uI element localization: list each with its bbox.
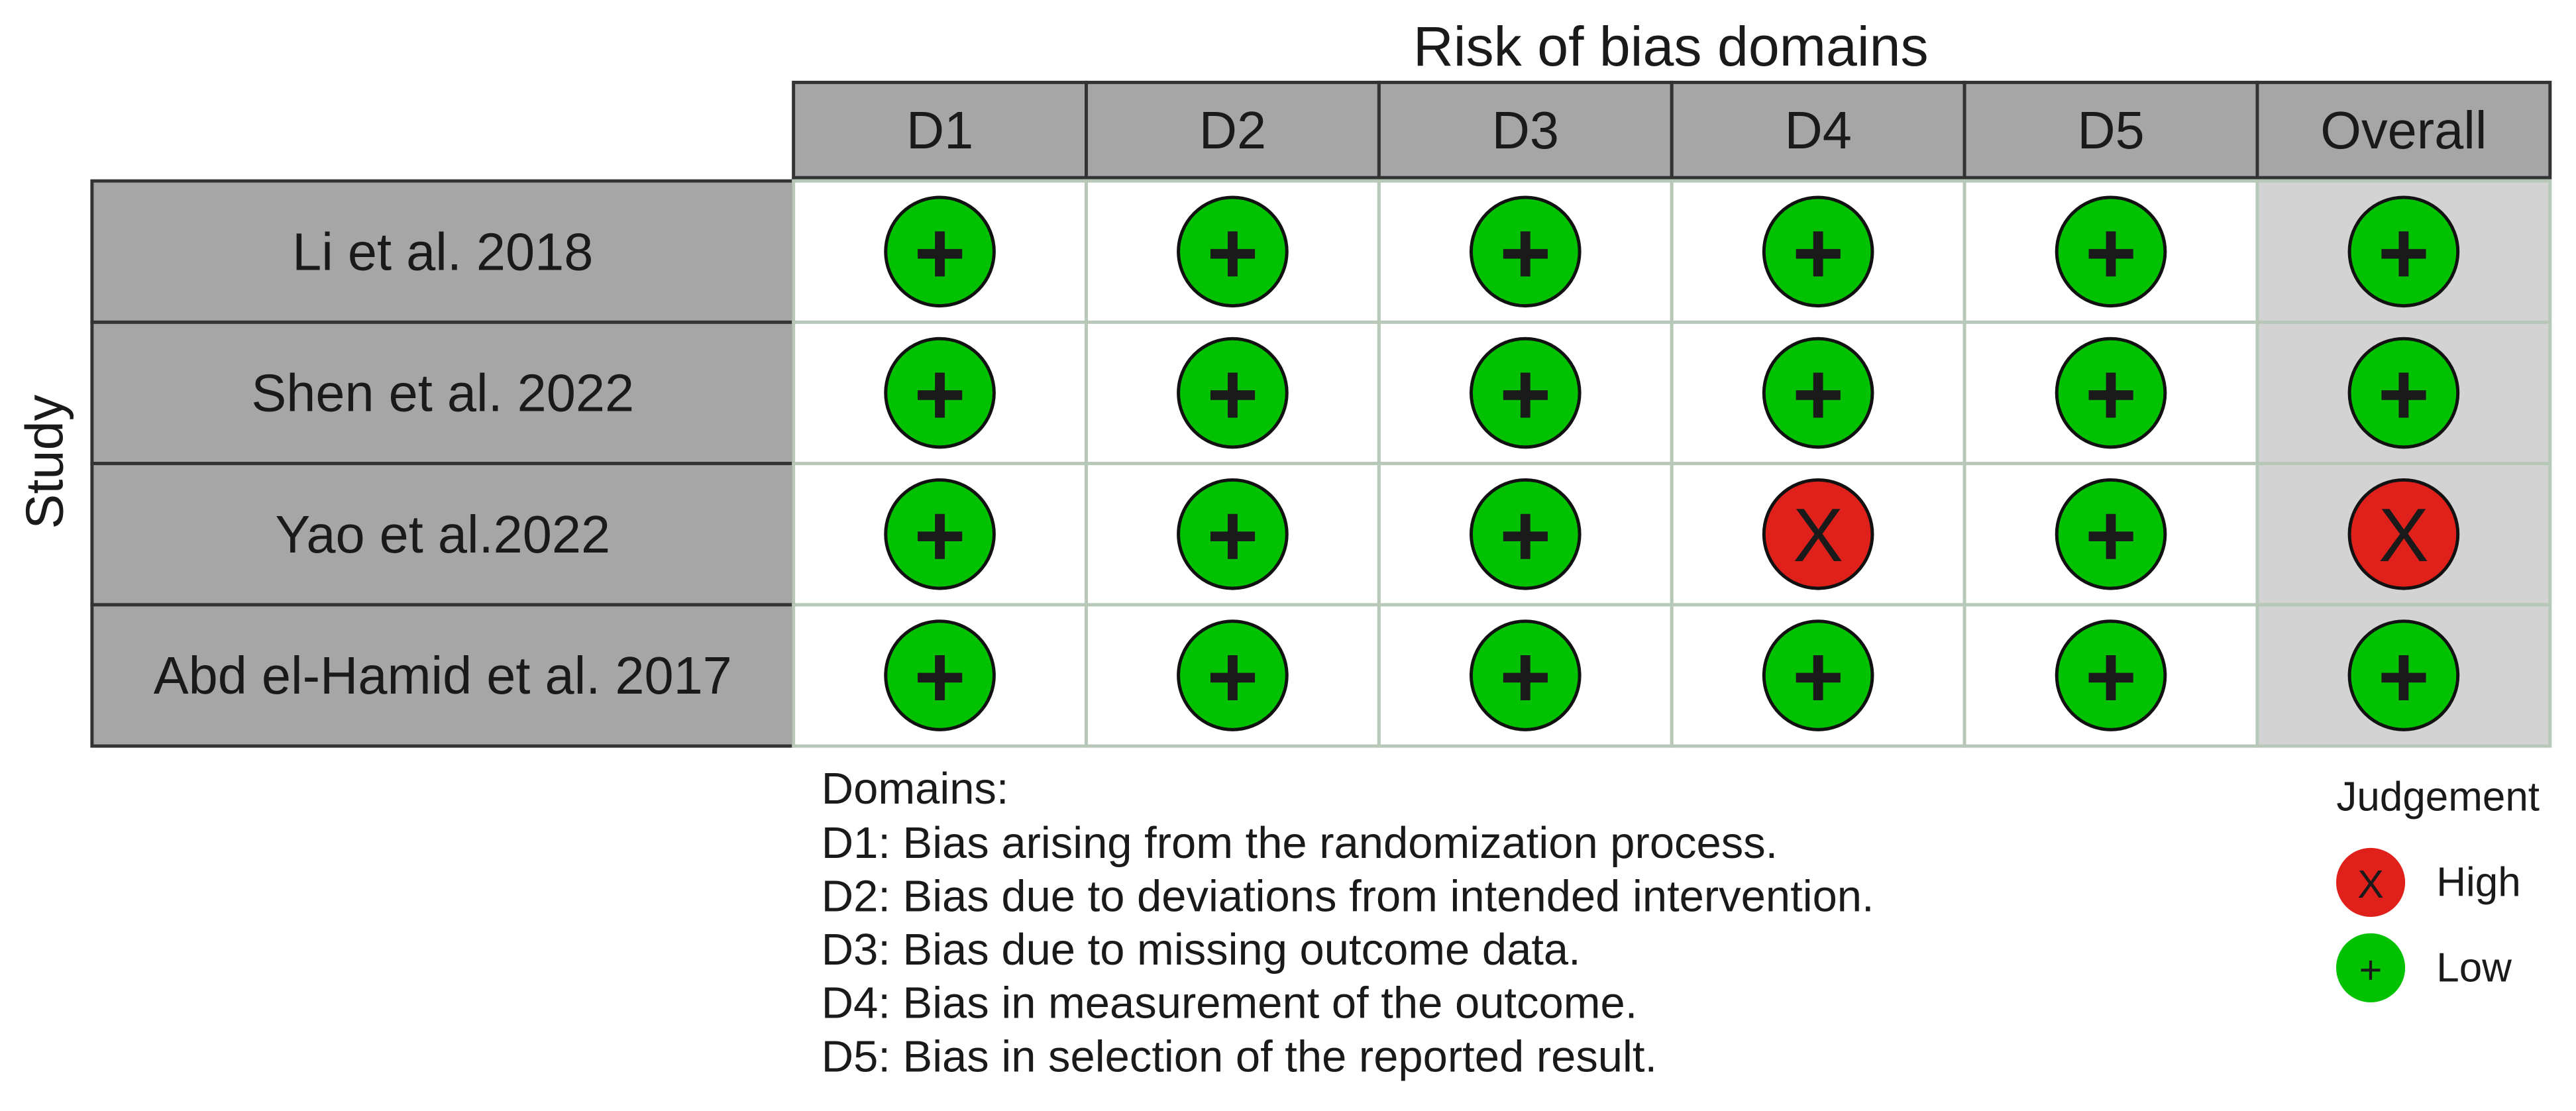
judgement-marker	[2347, 478, 2460, 590]
column-header: D1	[906, 101, 973, 160]
column-header-cell	[1377, 80, 1674, 180]
legend-title: Judgement	[2336, 774, 2540, 820]
judgement-marker	[2347, 195, 2460, 308]
judgement-symbol: X	[2379, 494, 2429, 578]
study-cell	[90, 603, 796, 748]
study-label: Shen et al. 2022	[251, 364, 634, 423]
legend-label: Low	[2436, 945, 2512, 990]
judgement-symbol: +	[1792, 627, 1844, 726]
judgement-marker	[1762, 619, 1874, 731]
judgement-marker	[1177, 337, 1289, 449]
judgement-marker	[2055, 195, 2167, 308]
judgement-marker	[2055, 337, 2167, 449]
judgement-symbol: +	[1207, 627, 1258, 726]
legend-marker	[2335, 847, 2406, 918]
study-cell	[90, 320, 796, 466]
judgement-marker	[2347, 619, 2460, 731]
judgement-marker	[1762, 478, 1874, 590]
domain-description: D4: Bias in measurement of the outcome.	[822, 979, 1638, 1028]
judgement-marker	[1762, 195, 1874, 308]
study-label: Li et al. 2018	[292, 222, 593, 281]
judgement-symbol: +	[914, 486, 965, 585]
domain-description: D5: Bias in selection of the reported re…	[822, 1032, 1657, 1081]
domains-heading: Domains:	[822, 764, 1009, 814]
column-header-cell	[2255, 80, 2552, 180]
legend-symbol: +	[2359, 947, 2383, 992]
judgement-marker	[884, 195, 996, 308]
judgement-symbol: +	[914, 204, 965, 303]
judgement-symbol: +	[1792, 204, 1844, 303]
judgement-marker	[1469, 619, 1582, 731]
domain-description: D1: Bias arising from the randomization …	[822, 818, 1778, 868]
judgement-symbol: +	[1207, 204, 1258, 303]
study-cell	[90, 462, 796, 607]
judgement-marker	[1177, 619, 1289, 731]
y-axis-label: Study	[15, 394, 74, 529]
judgement-symbol: X	[1793, 494, 1843, 578]
judgement-marker	[2055, 619, 2167, 731]
study-label: Yao et al.2022	[275, 505, 610, 564]
chart-title: Risk of bias domains	[1413, 15, 1929, 78]
judgement-marker	[1177, 195, 1289, 308]
judgement-symbol: +	[2378, 345, 2430, 444]
legend-symbol: X	[2357, 862, 2384, 906]
judgement-symbol: +	[2085, 204, 2137, 303]
judgement-symbol: +	[1499, 627, 1551, 726]
judgement-marker	[1177, 478, 1289, 590]
judgement-marker	[884, 337, 996, 449]
study-label: Abd el-Hamid et al. 2017	[154, 646, 732, 705]
judgement-symbol: +	[1207, 345, 1258, 444]
judgement-marker	[884, 478, 996, 590]
judgement-symbol: +	[2378, 627, 2430, 726]
judgement-symbol: +	[914, 345, 965, 444]
domain-description: D3: Bias due to missing outcome data.	[822, 925, 1581, 975]
column-header-cell	[1962, 80, 2259, 180]
judgement-symbol: +	[1792, 345, 1844, 444]
column-header: D2	[1199, 101, 1266, 160]
judgement-symbol: +	[2085, 345, 2137, 444]
judgement-marker	[2347, 337, 2460, 449]
domain-description: D2: Bias due to deviations from intended…	[822, 872, 1874, 922]
column-header: D5	[2077, 101, 2144, 160]
judgement-symbol: +	[2085, 627, 2137, 726]
judgement-marker	[1762, 337, 1874, 449]
judgement-symbol: +	[2378, 204, 2430, 303]
column-header-cell	[792, 80, 1088, 180]
column-header: Overall	[2320, 101, 2487, 160]
judgement-symbol: +	[1499, 345, 1551, 444]
judgement-symbol: +	[914, 627, 965, 726]
legend-marker	[2335, 933, 2406, 1002]
judgement-marker	[1469, 195, 1582, 308]
judgement-symbol: +	[1499, 486, 1551, 585]
judgement-marker	[1469, 478, 1582, 590]
judgement-marker	[884, 619, 996, 731]
column-header-cell	[1085, 80, 1381, 180]
legend-label: High	[2436, 859, 2520, 905]
judgement-symbol: +	[2085, 486, 2137, 585]
judgement-marker	[2055, 478, 2167, 590]
column-header: D3	[1492, 101, 1559, 160]
judgement-marker	[1469, 337, 1582, 449]
judgement-symbol: +	[1207, 486, 1258, 585]
judgement-symbol: +	[1499, 204, 1551, 303]
column-header: D4	[1784, 101, 1851, 160]
